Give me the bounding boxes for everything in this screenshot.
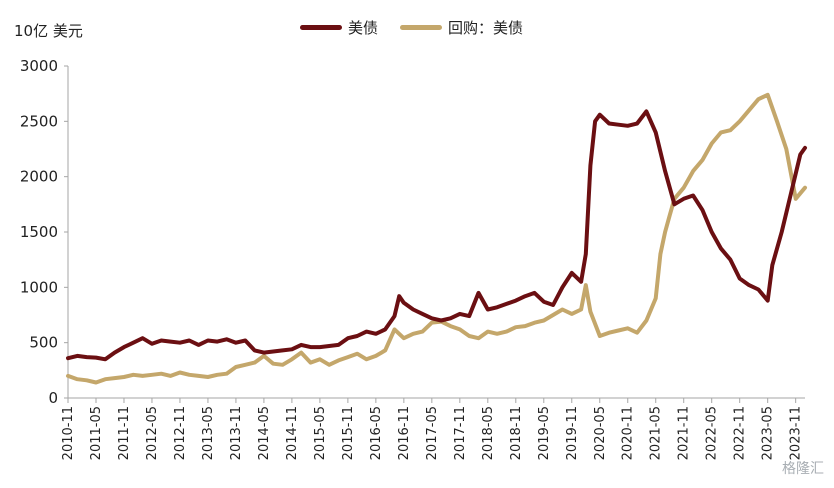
x-tick-label: 2012-05 xyxy=(145,406,160,460)
x-tick-label: 2012-11 xyxy=(173,406,188,460)
y-tick-label: 0 xyxy=(48,389,58,407)
legend-label-series-2: 回购：美债 xyxy=(448,19,524,37)
y-tick-label: 1000 xyxy=(20,278,58,296)
y-tick-label: 3000 xyxy=(20,57,58,75)
y-tick-label: 1500 xyxy=(20,223,58,241)
y-tick-label: 2000 xyxy=(20,168,58,186)
y-tick-label: 500 xyxy=(29,334,58,352)
x-tick-label: 2014-05 xyxy=(257,406,272,460)
x-tick-label: 2020-11 xyxy=(621,406,636,460)
legend-swatch-series-2 xyxy=(400,25,443,30)
x-tick-label: 2017-05 xyxy=(425,406,440,460)
x-tick-label: 2015-05 xyxy=(313,406,328,460)
x-tick-label: 2023-11 xyxy=(789,406,804,460)
x-tick-label: 2018-05 xyxy=(481,406,496,460)
x-tick-label: 2013-11 xyxy=(229,406,244,460)
y-axis-unit-label: 10亿 美元 xyxy=(14,22,83,40)
x-tick-label: 2011-11 xyxy=(117,406,132,460)
x-tick-label: 2022-05 xyxy=(705,406,720,460)
x-tick-label: 2019-11 xyxy=(565,406,580,460)
chart-legend: 美债 回购：美债 xyxy=(300,17,545,38)
x-tick-label: 2011-05 xyxy=(89,406,104,460)
legend-swatch-series-1 xyxy=(300,25,342,30)
watermark-logo: 格隆汇 xyxy=(782,461,824,477)
x-tick-label: 2019-05 xyxy=(537,406,552,460)
x-tick-label: 2021-11 xyxy=(677,406,692,460)
legend-item-series-1: 美债 xyxy=(300,17,378,38)
series-line-1 xyxy=(66,109,807,362)
x-tick-label: 2017-11 xyxy=(453,406,468,460)
x-tick-label: 2014-11 xyxy=(285,406,300,460)
x-tick-label: 2013-05 xyxy=(201,406,216,460)
x-tick-label: 2020-05 xyxy=(593,406,608,460)
x-tick-label: 2023-05 xyxy=(761,406,776,460)
legend-item-series-2: 回购：美债 xyxy=(400,17,523,38)
x-tick-label: 2016-11 xyxy=(397,406,412,460)
x-tick-label: 2018-11 xyxy=(509,406,524,460)
x-tick-label: 2010-11 xyxy=(61,406,76,460)
y-tick-label: 2500 xyxy=(20,112,58,130)
legend-label-series-1: 美债 xyxy=(348,19,379,37)
x-tick-label: 2015-11 xyxy=(341,406,356,460)
x-tick-label: 2022-11 xyxy=(733,406,748,460)
x-tick-label: 2021-05 xyxy=(649,406,664,460)
x-tick-label: 2016-05 xyxy=(369,406,384,460)
series-line-2 xyxy=(66,92,807,385)
